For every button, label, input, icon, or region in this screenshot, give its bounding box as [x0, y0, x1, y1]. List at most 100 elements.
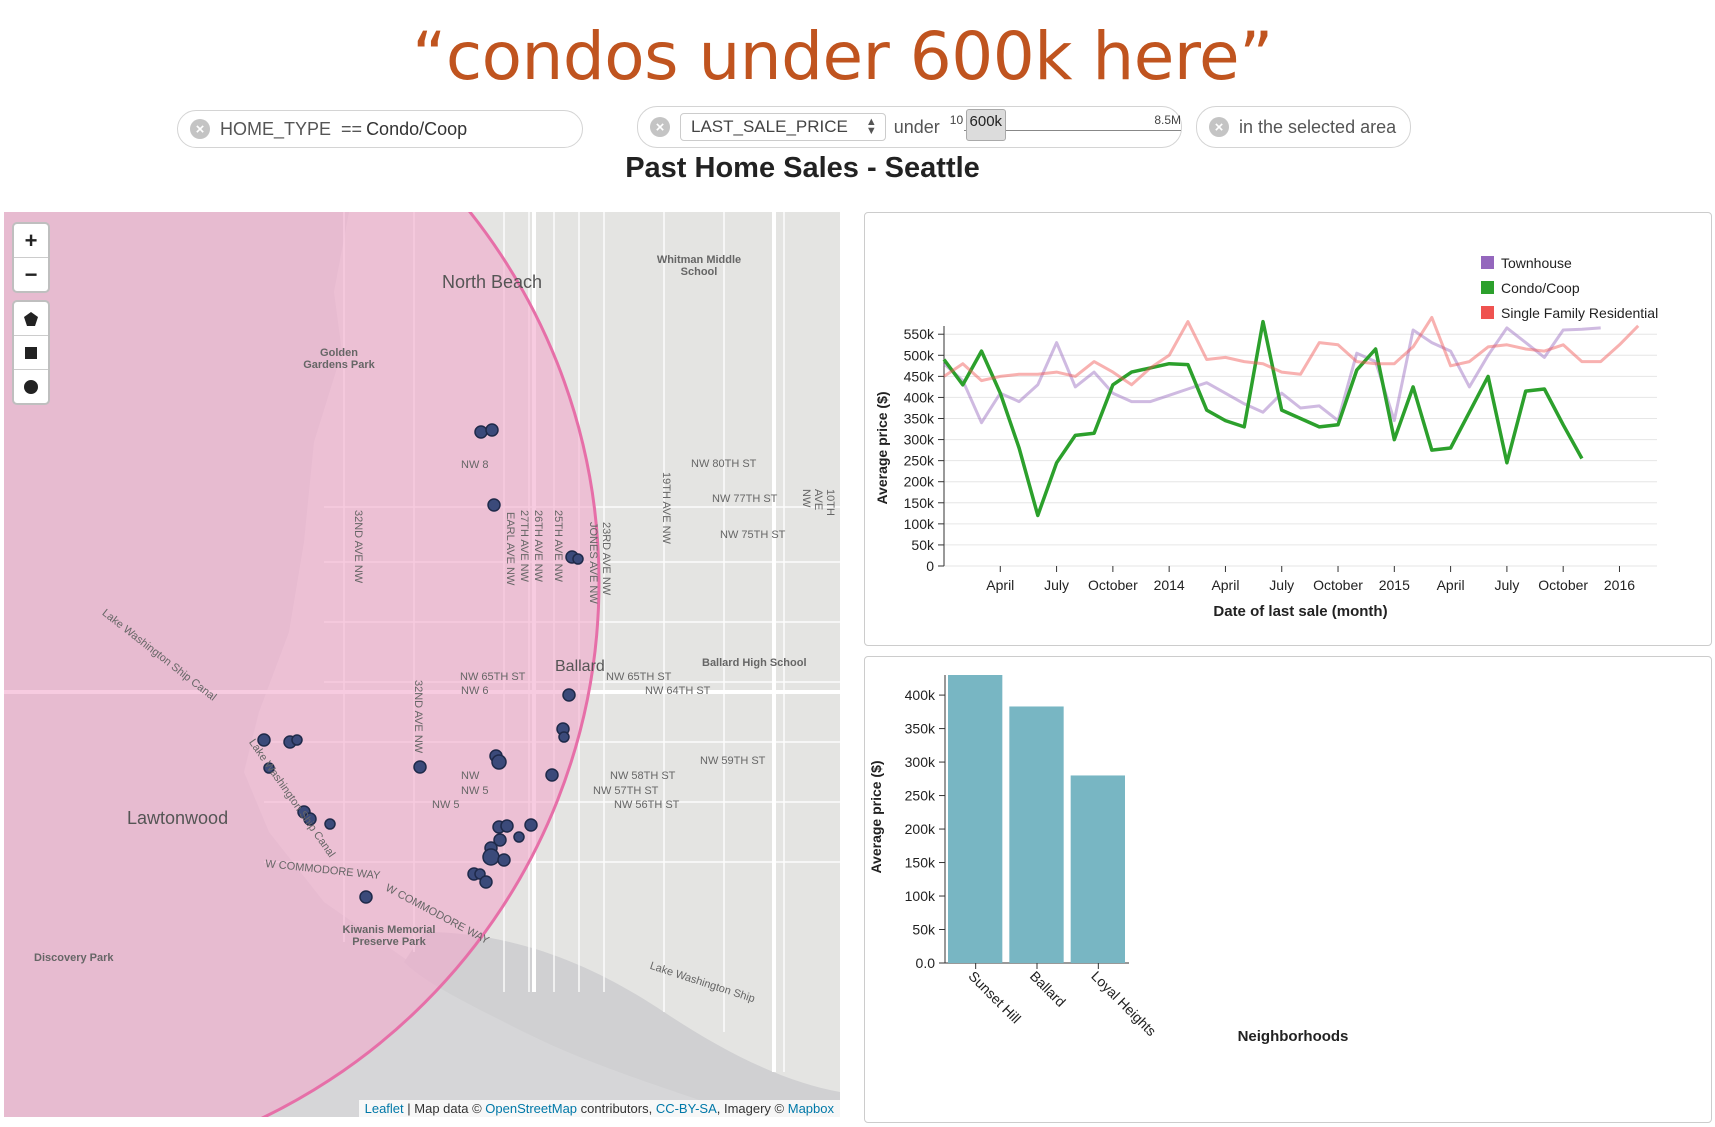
area-filter-pill[interactable]: × in the selected area: [1196, 106, 1411, 148]
y-tick-label: 300k: [904, 432, 935, 448]
slider-min-label: 10: [949, 113, 964, 127]
zoom-out-button[interactable]: −: [14, 257, 48, 291]
map-label: EARL AVE NW: [504, 512, 516, 586]
y-tick-label: 100k: [904, 516, 935, 532]
slide-caption: “condos under 600k here”: [412, 18, 1273, 95]
y-tick-label: 0.0: [916, 955, 936, 971]
legend-label: Townhouse: [1501, 255, 1572, 271]
mapbox-link[interactable]: Mapbox: [787, 1101, 834, 1116]
map-label: Whitman Middle School: [656, 254, 742, 278]
line-chart-panel: 0 50k 100k 150k 200k 250k 300k 350k 400k 450k 500k…: [864, 212, 1712, 646]
remove-filter-icon[interactable]: ×: [650, 117, 670, 137]
area-filter-label: in the selected area: [1239, 116, 1397, 137]
map-label: 32ND AVE NW: [352, 510, 364, 584]
map-label: 27TH AVE NW: [518, 510, 530, 582]
y-tick-label: 500k: [904, 347, 935, 363]
y-tick-label: 50k: [912, 922, 936, 938]
bar: [948, 675, 1003, 963]
map-label: Ballard: [555, 658, 605, 675]
field-select[interactable]: LAST_SALE_PRICE ▲ ▼: [680, 113, 886, 141]
map-label: 26TH AVE NW: [532, 510, 544, 582]
map-label: NW 57TH ST: [593, 785, 659, 797]
zoom-in-button[interactable]: +: [24, 227, 38, 253]
map-label: 25TH AVE NW: [552, 510, 564, 582]
x-tick-label: July: [1044, 577, 1069, 593]
x-tick-label: 2014: [1154, 577, 1185, 593]
legend-swatch: [1481, 306, 1494, 319]
x-tick-label: October: [1088, 577, 1138, 593]
map-tiles: [4, 212, 840, 1117]
map-label: Ballard High School: [702, 657, 807, 669]
leaflet-link[interactable]: Leaflet: [364, 1101, 404, 1116]
sale-points: [257, 423, 584, 904]
map-label: 19TH AVE NW: [660, 472, 672, 544]
map-attribution: Leaflet | Map data © OpenStreetMap contr…: [358, 1100, 840, 1117]
cc-link[interactable]: CC-BY-SA: [655, 1101, 717, 1116]
y-tick-label: 400k: [905, 687, 936, 703]
legend-swatch: [1481, 256, 1494, 269]
legend-swatch: [1481, 281, 1494, 294]
map-label: NW 56TH ST: [614, 799, 680, 811]
map-label: NW 75TH ST: [720, 529, 786, 541]
x-axis-title: Date of last sale (month): [1213, 603, 1387, 620]
slider-max-label: 8.5M: [1154, 113, 1181, 127]
y-axis-title: Average price ($): [874, 391, 890, 504]
ship-canal: [404, 932, 840, 1117]
select-arrows-icon: ▲ ▼: [865, 116, 877, 137]
polygon-icon: [24, 311, 38, 326]
map-label: JONES AVE NW: [587, 522, 599, 604]
y-tick-label: 450k: [904, 368, 935, 384]
y-tick-label: 350k: [904, 411, 935, 427]
draw-rectangle-button[interactable]: [14, 335, 48, 369]
map-label: NW 65TH ST: [460, 671, 526, 683]
y-tick-label: 50k: [911, 537, 935, 553]
map-label: NW 5: [432, 799, 460, 811]
selection-circle[interactable]: [4, 212, 601, 1117]
price-slider[interactable]: 10 8.5M 600k: [950, 108, 1181, 146]
map-label: NW 5: [461, 785, 489, 797]
legend-label: Condo/Coop: [1501, 280, 1580, 296]
y-tick-label: 200k: [904, 474, 935, 490]
x-tick-label: July: [1494, 577, 1519, 593]
x-axis-title: Neighborhoods: [1238, 1028, 1349, 1045]
y-tick-label: 250k: [905, 788, 936, 804]
map-label: Golden Gardens Park: [303, 347, 375, 371]
filter-value: Condo/Coop: [366, 118, 468, 139]
price-filter-pill[interactable]: × LAST_SALE_PRICE ▲ ▼ under 10 8.5M 600k: [637, 106, 1182, 148]
map-label: NW 77TH ST: [712, 493, 778, 505]
slider-track: [963, 130, 1181, 131]
map-label: 23RD AVE NW: [600, 522, 612, 596]
circle-icon: [24, 379, 38, 394]
map-label: NW 8: [461, 459, 489, 471]
draw-circle-button[interactable]: [14, 369, 48, 403]
draw-polygon-button[interactable]: [14, 302, 48, 335]
map-label: Lawtonwood: [127, 808, 229, 828]
x-tick-label: Loyal Heights: [1088, 968, 1159, 1039]
map-label: 32ND AVE NW: [412, 680, 424, 754]
remove-filter-icon[interactable]: ×: [1209, 117, 1229, 137]
slider-handle[interactable]: 600k: [965, 109, 1006, 141]
map-label: NW 6: [461, 685, 489, 697]
y-tick-label: 350k: [905, 721, 936, 737]
x-tick-label: July: [1269, 577, 1294, 593]
map-label: NW 65TH ST: [606, 671, 672, 683]
x-tick-label: Sunset Hill: [966, 968, 1025, 1027]
series-line-single-family-residential: [943, 315, 1640, 387]
filter-operator: ==: [341, 118, 363, 139]
map-view[interactable]: North Beach Whitman Middle School Golden…: [4, 212, 840, 1117]
x-tick-label: October: [1538, 577, 1588, 593]
bar-chart: 0.0 50k 100k 150k 200k 250k 300k 350k 400k Sunset…: [868, 675, 1349, 1045]
y-tick-label: 250k: [904, 453, 935, 469]
y-tick-label: 200k: [905, 821, 936, 837]
map-label: North Beach: [442, 272, 543, 292]
attribution-text: , Imagery ©: [716, 1101, 788, 1116]
home-type-filter-pill[interactable]: × HOME_TYPE == Condo/Coop: [177, 110, 583, 148]
legend-label: Single Family Residential: [1501, 305, 1658, 321]
map-label: NW 80TH ST: [691, 458, 757, 470]
osm-link[interactable]: OpenStreetMap: [485, 1101, 578, 1116]
remove-filter-icon[interactable]: ×: [190, 119, 210, 139]
rectangle-icon: [25, 346, 37, 359]
y-tick-label: 150k: [904, 495, 935, 511]
filter-operator: under: [893, 116, 940, 137]
x-tick-label: April: [986, 577, 1014, 593]
